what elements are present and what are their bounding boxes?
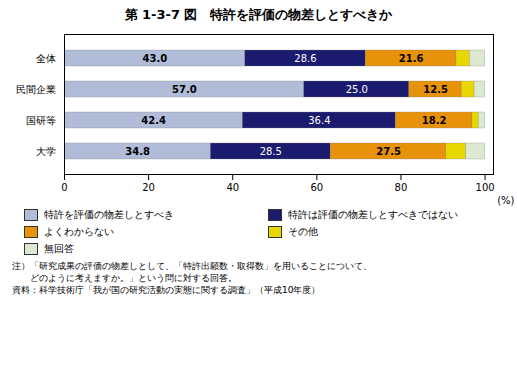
svg-text:43.0: 43.0 <box>143 53 168 64</box>
html-text:無回答: 無回答 <box>44 243 74 254</box>
svg-text:42.4: 42.4 <box>141 115 166 126</box>
svg-text:(%): (%) <box>497 195 514 206</box>
svg-text:全体: 全体 <box>36 53 56 64</box>
svg-text:40: 40 <box>226 182 239 193</box>
svg-text:0: 0 <box>61 182 67 193</box>
html-text:特許を評価の物差しとすべき: 特許を評価の物差しとすべき <box>44 209 174 220</box>
html-text:よくわからない: よくわからない <box>44 226 114 237</box>
svg-text:60: 60 <box>310 182 323 193</box>
svg-text:25.0: 25.0 <box>346 84 368 95</box>
svg-text:28.6: 28.6 <box>294 53 316 64</box>
html-text:その他: その他 <box>287 226 318 237</box>
svg-text:28.5: 28.5 <box>260 146 282 157</box>
svg-text:国研等: 国研等 <box>26 115 56 126</box>
html-text:特許は評価の物差しとすべきではない: 特許は評価の物差しとすべきではない <box>287 209 458 220</box>
svg-text:21.6: 21.6 <box>399 53 424 64</box>
svg-text:27.5: 27.5 <box>376 146 401 157</box>
html-text:注）「研究成果の評価の物差しとして、「特許出願数・取得数」を: 注）「研究成果の評価の物差しとして、「特許出願数・取得数」を用いることについて、 <box>12 261 372 271</box>
svg-text:80: 80 <box>395 182 408 193</box>
svg-text:18.2: 18.2 <box>422 115 447 126</box>
svg-text:34.8: 34.8 <box>125 146 150 157</box>
svg-text:大学: 大学 <box>36 146 56 157</box>
svg-text:100: 100 <box>476 182 495 193</box>
svg-text:12.5: 12.5 <box>423 84 448 95</box>
html-text:どのように考えますか。」という問に対する回答。: どのように考えますか。」という問に対する回答。 <box>12 273 237 284</box>
svg-text:36.4: 36.4 <box>308 115 330 126</box>
svg-text:20: 20 <box>142 182 155 193</box>
html-text:資料：科学技術庁「我が国の研究活動の実態に関する調査」（平成: 資料：科学技術庁「我が国の研究活動の実態に関する調査」（平成10年度） <box>12 285 321 296</box>
svg-text:57.0: 57.0 <box>172 84 197 95</box>
html-text:第 1-3-7 図 特許を評価の物差しとすべきか: 第 1-3-7 図 特許を評価の物差しとすべきか <box>124 7 393 22</box>
svg-text:民間企業: 民間企業 <box>16 84 56 95</box>
